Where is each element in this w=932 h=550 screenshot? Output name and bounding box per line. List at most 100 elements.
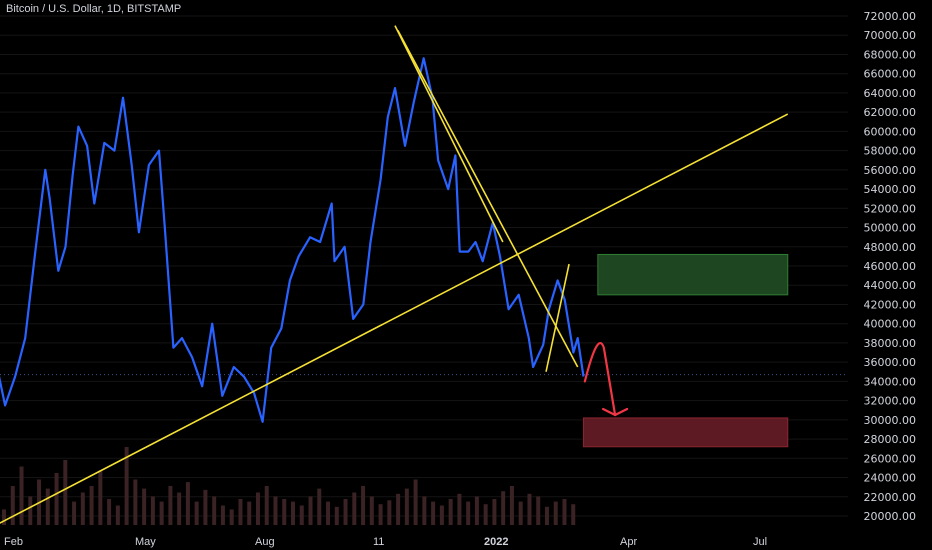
volume-bar [299, 505, 304, 525]
x-axis: Feb May Aug 11 2022 Apr Jul [4, 536, 767, 548]
volume-bar [431, 501, 436, 525]
y-tick-label: 64000.00 [864, 87, 917, 100]
price-line [0, 57, 585, 423]
volume-bar [185, 482, 190, 525]
y-tick-label: 62000.00 [864, 106, 917, 119]
volume-bar [378, 504, 383, 525]
volume-bar [369, 496, 374, 525]
trendline [0, 113, 789, 524]
volume-bar [168, 486, 173, 525]
price-series [0, 57, 848, 423]
y-tick-label: 28000.00 [864, 433, 917, 446]
volume-bar [150, 496, 155, 525]
volume-bar [212, 496, 217, 525]
volume-bar [54, 473, 59, 525]
volume-bar [308, 496, 313, 525]
volume-bar [19, 466, 24, 525]
volume-bar [194, 501, 199, 525]
volume-bar [28, 496, 33, 525]
volume-bar [282, 499, 287, 525]
y-tick-label: 36000.00 [864, 356, 917, 369]
arrow-annotation [583, 341, 629, 417]
x-tick-label: 11 [373, 536, 384, 548]
y-tick-label: 52000.00 [864, 202, 917, 215]
y-tick-label: 40000.00 [864, 318, 917, 331]
y-tick-label: 70000.00 [864, 29, 917, 42]
y-tick-label: 42000.00 [864, 298, 917, 311]
volume-bar [98, 470, 103, 525]
volume-bar [413, 479, 418, 525]
volume-bar [2, 509, 6, 525]
volume-bar [177, 492, 182, 525]
x-tick-label: Jul [753, 536, 767, 548]
y-tick-label: 26000.00 [864, 452, 917, 465]
volume-bar [89, 486, 94, 525]
trendlines [0, 25, 789, 524]
volume-bar [229, 509, 234, 525]
y-tick-label: 34000.00 [864, 375, 917, 388]
x-tick-label: Aug [255, 536, 275, 548]
y-tick-label: 56000.00 [864, 164, 917, 177]
volume-bar [203, 489, 208, 525]
volume-bar [133, 479, 138, 525]
x-tick-label: Feb [4, 536, 23, 548]
arrow-head [602, 407, 629, 417]
volume-bar [527, 493, 532, 525]
volume-bar [544, 506, 549, 525]
volume-bar [72, 501, 77, 525]
volume-bar [352, 492, 357, 525]
volume-bar [466, 501, 471, 525]
trendline [397, 30, 579, 368]
y-tick-label: 32000.00 [864, 395, 917, 408]
x-tick-label: May [135, 536, 156, 548]
zones [582, 253, 789, 448]
volume-bar [553, 501, 558, 525]
trendline [394, 25, 504, 243]
trendline [545, 263, 570, 372]
y-tick-label: 60000.00 [864, 125, 917, 138]
y-tick-label: 58000.00 [864, 145, 917, 158]
chart-title: Bitcoin / U.S. Dollar, 1D, BITSTAMP [6, 3, 182, 15]
y-tick-label: 66000.00 [864, 68, 917, 81]
volume-bar [343, 499, 348, 525]
volume-bar [457, 493, 462, 525]
y-axis: 72000.00 70000.00 68000.00 66000.00 64000.00… [864, 10, 917, 523]
volume-bar [80, 492, 85, 525]
volume-bar [255, 492, 260, 525]
volume-bar [422, 496, 427, 525]
volume-bar [220, 505, 225, 525]
volume-bar [142, 488, 147, 525]
y-tick-label: 24000.00 [864, 472, 917, 485]
y-tick-label: 54000.00 [864, 183, 917, 196]
y-tick-label: 48000.00 [864, 241, 917, 254]
volume-bar [571, 504, 576, 525]
volume-bar [509, 486, 514, 525]
volume-bar [317, 488, 322, 525]
y-tick-label: 46000.00 [864, 260, 917, 273]
arrow-curve [583, 341, 617, 417]
volume-bar [264, 486, 269, 525]
volume-bar [501, 491, 506, 525]
volume-bar [518, 501, 523, 525]
volume-bar [107, 499, 112, 525]
y-tick-label: 22000.00 [864, 491, 917, 504]
x-tick-label: Apr [620, 536, 637, 548]
volume-bar [115, 505, 120, 525]
volume-bar [562, 499, 567, 525]
volume-bar [238, 499, 243, 525]
volume-bar [291, 501, 295, 525]
volume-bar [474, 496, 479, 525]
volume-bar [159, 501, 164, 525]
volume-bar [63, 460, 68, 525]
volume-bar [387, 500, 392, 525]
volume-bar [439, 505, 444, 525]
red-zone [582, 417, 789, 448]
y-tick-label: 20000.00 [864, 510, 917, 523]
volume-bar [124, 447, 129, 525]
volume-bar [448, 499, 453, 525]
volume-bar [326, 501, 331, 525]
volume-bar [492, 499, 497, 525]
volume-bar [45, 488, 50, 525]
y-tick-label: 68000.00 [864, 48, 917, 61]
